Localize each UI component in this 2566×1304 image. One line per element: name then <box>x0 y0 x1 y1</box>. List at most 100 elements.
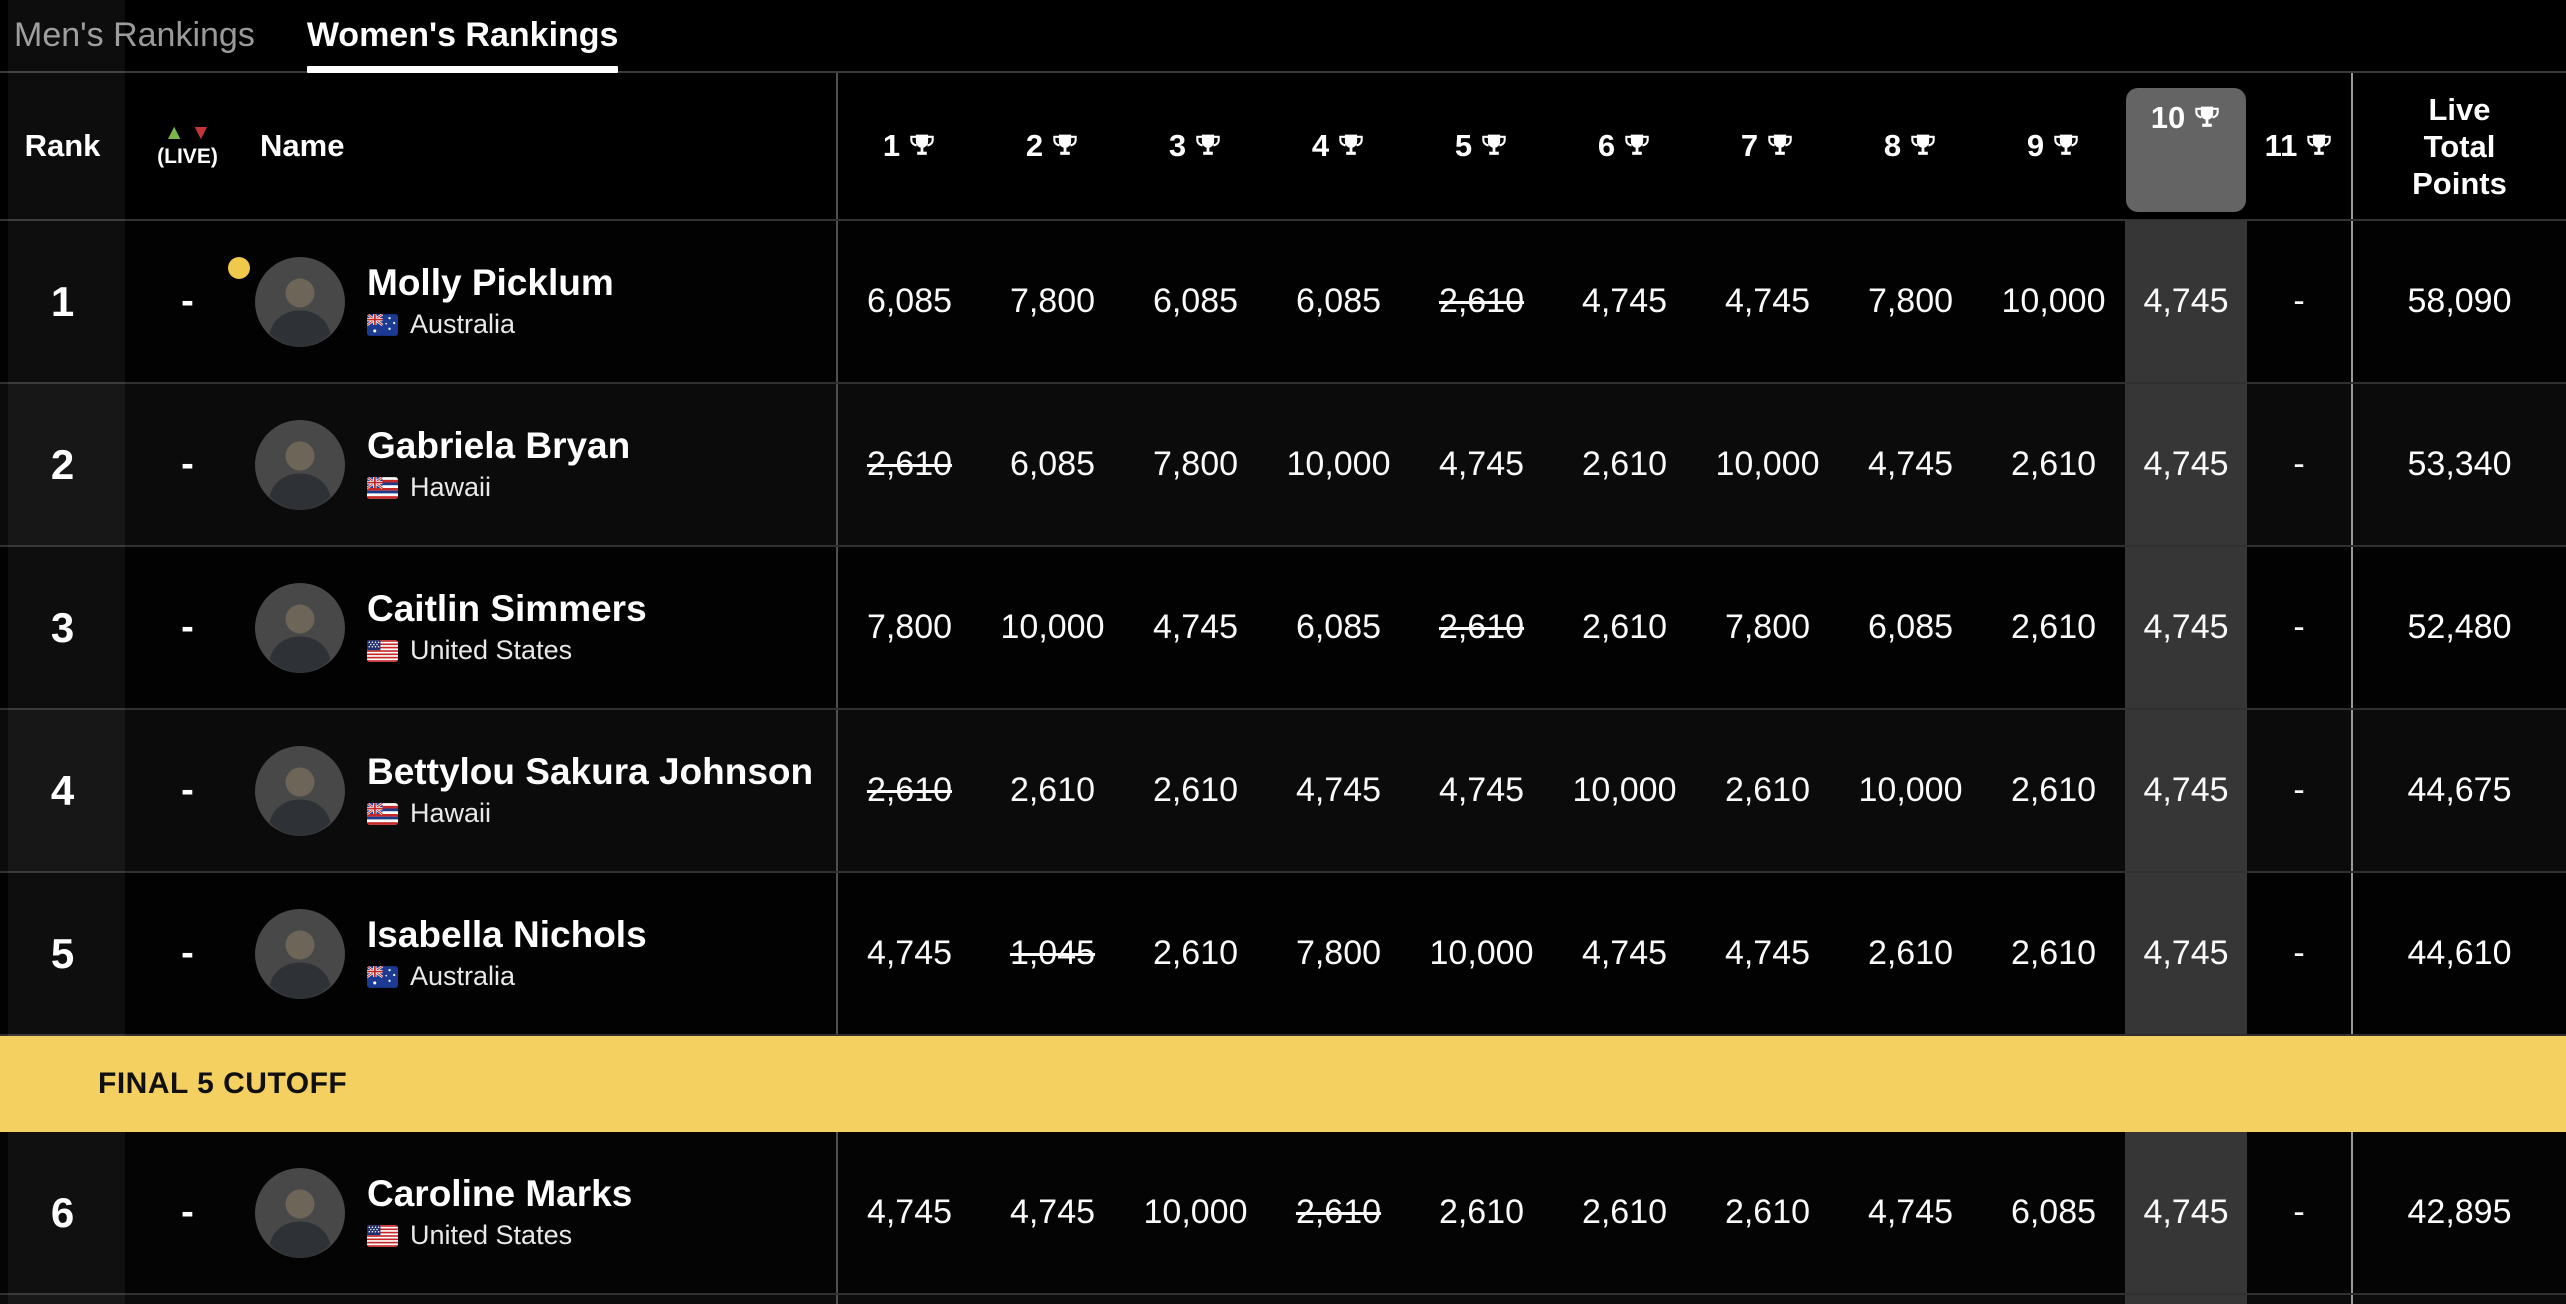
event-points: 2,610 <box>1581 445 1668 483</box>
country-name: Australia <box>410 961 516 991</box>
rows-below-cutoff: 6 - Caroline Marks United States 4,745 4,… <box>0 1132 2566 1295</box>
event-points: 4,745 <box>1438 445 1525 483</box>
leader-dot <box>228 256 250 279</box>
event-points: 4,745 <box>1009 1193 1096 1231</box>
event-points: - <box>2293 282 2305 320</box>
event-points: 6,085 <box>866 282 953 320</box>
event-points: 10,000 <box>2001 282 2106 320</box>
event-points: - <box>2293 445 2305 483</box>
rank-change: - <box>181 769 194 811</box>
event-points: 2,610 <box>1438 608 1525 646</box>
avatar <box>228 256 345 347</box>
country-name: United States <box>410 1220 573 1250</box>
rows-above-cutoff: 1 - Molly Picklum Australia 6,085 7,800 6,… <box>0 221 2566 1036</box>
event-points: 6,085 <box>1867 608 1954 646</box>
event-points: 6,085 <box>1152 282 1239 320</box>
athlete-name: Caroline Marks <box>367 1173 633 1214</box>
event-points: 7,800 <box>866 608 953 646</box>
table-row[interactable]: 4 - Bettylou Sakura Johnson Hawaii 2,610… <box>0 710 2566 873</box>
athlete-photo <box>255 1167 345 1258</box>
event-points: 2,610 <box>866 445 953 483</box>
cutoff-label: FINAL 5 CUTOFF <box>98 1067 348 1100</box>
rank-value: 6 <box>50 1188 75 1236</box>
trophy-icon <box>910 134 934 155</box>
athlete-cell: Caroline Marks United States <box>250 1132 838 1293</box>
athlete-photo <box>255 256 345 347</box>
tab-womens-rankings[interactable]: Women's Rankings <box>306 0 619 73</box>
event-points: 1,045 <box>1009 934 1096 972</box>
event-points: 4,745 <box>1581 934 1668 972</box>
live-change-header: ▲ ▼ (LIVE) <box>125 73 250 219</box>
event-points: 2,610 <box>1152 934 1239 972</box>
rank-value: 3 <box>50 603 75 651</box>
event-points: 10,000 <box>1286 445 1391 483</box>
total-points: 42,895 <box>2351 1132 2566 1293</box>
country-flag-icon <box>367 1224 398 1247</box>
event-points: 4,745 <box>1152 608 1239 646</box>
partial-next-row <box>0 1295 2566 1304</box>
athlete-name: Molly Picklum <box>367 262 614 303</box>
table-row[interactable]: 6 - Caroline Marks United States 4,745 4,… <box>0 1132 2566 1295</box>
event-points: 2,610 <box>2010 445 2097 483</box>
event-points: - <box>2293 934 2305 972</box>
total-points: 58,090 <box>2351 221 2566 382</box>
trophy-icon <box>1339 134 1363 155</box>
event-column-header-10: 10 <box>2125 73 2247 219</box>
event-points: 4,745 <box>1295 771 1382 809</box>
event-points: 2,610 <box>1295 1193 1382 1231</box>
avatar <box>255 908 345 999</box>
event-column-header-11: 11 <box>2247 73 2351 219</box>
avatar <box>255 419 345 510</box>
table-row[interactable]: 2 - Gabriela Bryan Hawaii 2,610 6,085 7,80… <box>0 384 2566 547</box>
event-points: 4,745 <box>1438 771 1525 809</box>
event-points: 2,610 <box>866 771 953 809</box>
tab-mens-rankings[interactable]: Men's Rankings <box>14 16 255 54</box>
live-label: (LIVE) <box>157 145 218 168</box>
table-row[interactable]: 5 - Isabella Nichols Australia 4,745 1,04… <box>0 873 2566 1036</box>
event-column-header-3: 3 <box>1124 73 1267 219</box>
sliver-total <box>2351 1295 2566 1304</box>
country-name: Australia <box>410 309 516 339</box>
event-points: 4,745 <box>2125 221 2247 382</box>
event-points: 7,800 <box>1009 282 1096 320</box>
table-header: Rank ▲ ▼ (LIVE) Name 1 2 3 4 5 6 7 8 9 10 11 Live … <box>0 73 2566 221</box>
rank-value: 4 <box>50 766 75 814</box>
event-column-header-9: 9 <box>1982 73 2125 219</box>
current-event-highlight: 10 <box>2126 88 2246 212</box>
trophy-icon <box>2054 134 2078 155</box>
sliver-mid <box>838 1295 2125 1304</box>
trophy-icon <box>1196 134 1220 155</box>
live-total-points-header: Live Total Points <box>2351 73 2566 219</box>
trophy-icon <box>1768 134 1792 155</box>
country-flag-icon <box>367 313 398 336</box>
event-points: 4,745 <box>2125 710 2247 871</box>
avatar <box>255 582 345 673</box>
event-points: 2,610 <box>2010 771 2097 809</box>
rank-change: - <box>181 1191 194 1233</box>
rank-change: - <box>181 932 194 974</box>
event-points: - <box>2293 771 2305 809</box>
event-points: 10,000 <box>1429 934 1534 972</box>
event-points: 4,745 <box>2125 873 2247 1034</box>
event-points: 4,745 <box>2125 547 2247 708</box>
athlete-photo <box>255 582 345 673</box>
table-row[interactable]: 1 - Molly Picklum Australia 6,085 7,800 6,… <box>0 221 2566 384</box>
event-column-header-1: 1 <box>838 73 981 219</box>
athlete-name: Caitlin Simmers <box>367 588 647 629</box>
table-row[interactable]: 3 - Caitlin Simmers United States 7,800 1… <box>0 547 2566 710</box>
event-column-header-5: 5 <box>1410 73 1553 219</box>
event-points: 6,085 <box>1295 608 1382 646</box>
athlete-cell: Caitlin Simmers United States <box>250 547 838 708</box>
country-name: Hawaii <box>410 472 492 502</box>
total-points: 44,610 <box>2351 873 2566 1034</box>
event-points: 7,800 <box>1724 608 1811 646</box>
event-points: 6,085 <box>1295 282 1382 320</box>
total-points: 44,675 <box>2351 710 2566 871</box>
event-points: 10,000 <box>1000 608 1105 646</box>
event-points: 2,610 <box>2010 934 2097 972</box>
event-points: 2,610 <box>1724 771 1811 809</box>
trophy-icon <box>2195 106 2219 127</box>
event-points: 4,745 <box>1724 934 1811 972</box>
event-points: 2,610 <box>1581 1193 1668 1231</box>
athlete-photo <box>255 745 345 836</box>
